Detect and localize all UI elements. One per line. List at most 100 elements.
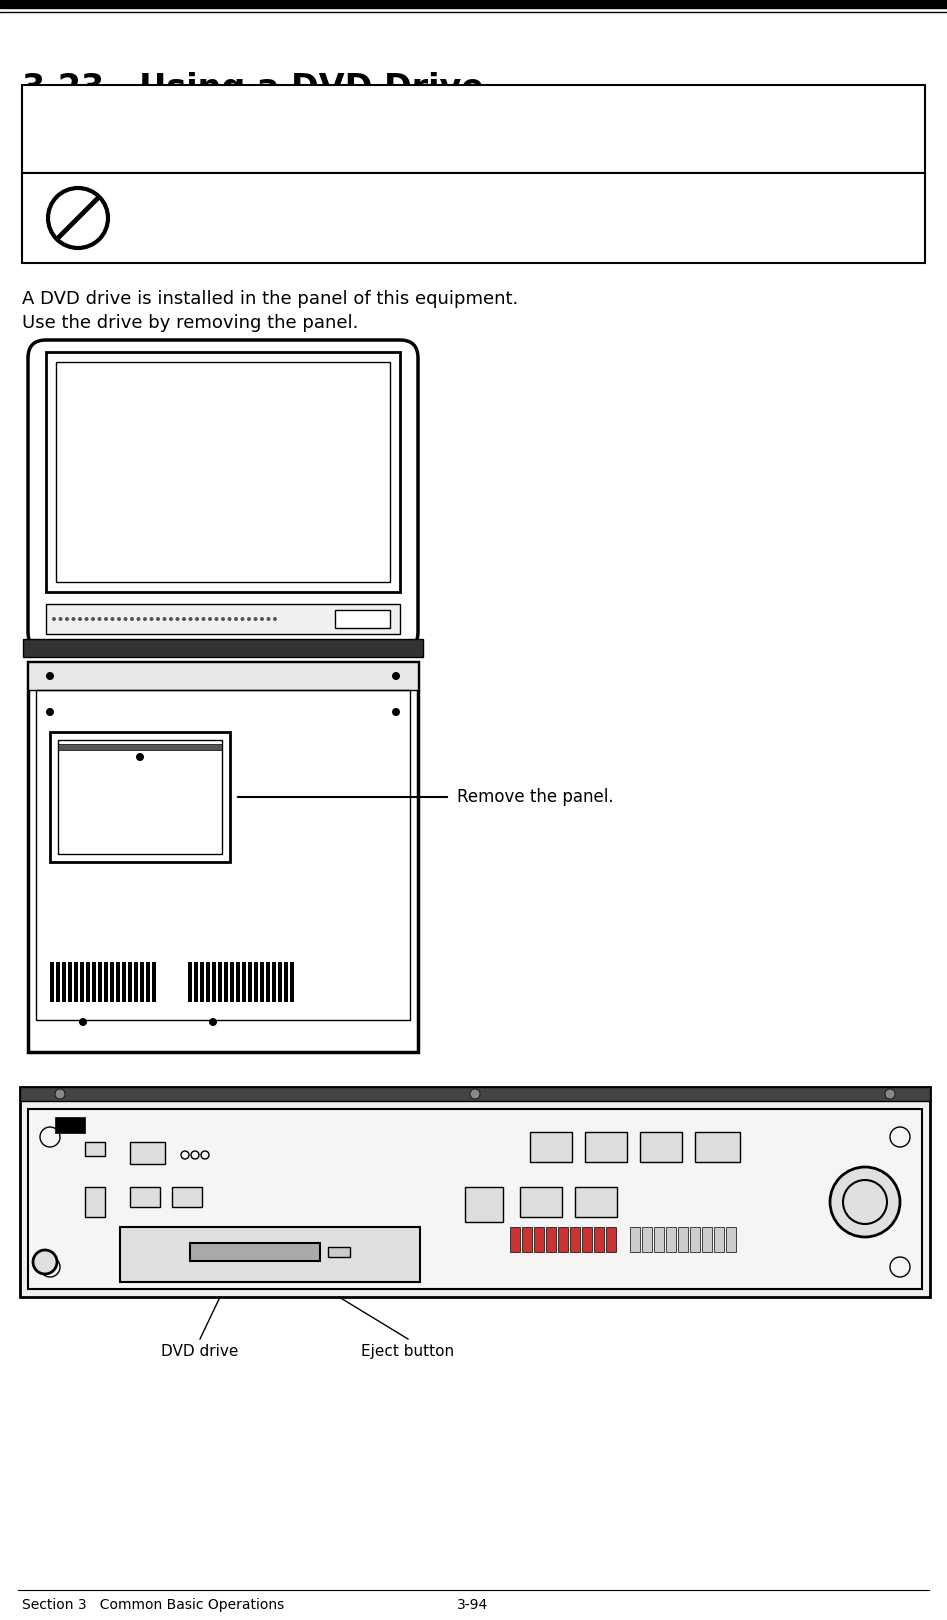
Bar	[86, 962, 90, 1003]
Bar	[290, 962, 294, 1003]
Text: ID: ID	[189, 1129, 200, 1139]
Bar	[28, 663, 418, 690]
Circle shape	[136, 753, 144, 761]
Bar	[134, 962, 138, 1003]
Text: Section 3   Common Basic Operations: Section 3 Common Basic Operations	[22, 1597, 284, 1612]
Circle shape	[130, 617, 134, 620]
Bar	[130, 1142, 165, 1165]
Text: +: +	[892, 1257, 908, 1277]
Bar	[726, 1226, 736, 1252]
Bar	[188, 962, 192, 1003]
Circle shape	[46, 672, 54, 680]
Bar	[236, 962, 240, 1003]
Bar	[56, 962, 60, 1003]
Bar	[206, 962, 210, 1003]
Bar	[465, 1187, 503, 1221]
Circle shape	[247, 617, 251, 620]
Circle shape	[104, 617, 108, 620]
Text: Do not leave the disc in the DVD drive.: Do not leave the disc in the DVD drive.	[128, 201, 480, 219]
Text: +: +	[42, 1128, 59, 1147]
Text: A DVD drive is installed in the panel of this equipment.: A DVD drive is installed in the panel of…	[22, 290, 518, 308]
Bar	[74, 962, 78, 1003]
Text: J4119
LAN3: J4119 LAN3	[544, 1119, 559, 1131]
Bar	[212, 962, 216, 1003]
Bar	[695, 1132, 740, 1162]
Bar	[20, 1087, 930, 1102]
Circle shape	[33, 1251, 57, 1273]
Bar	[128, 962, 132, 1003]
Bar	[630, 1226, 640, 1252]
Text: ⚠CAUTION: ⚠CAUTION	[292, 99, 654, 159]
Bar	[522, 1226, 532, 1252]
Bar	[278, 962, 282, 1003]
Circle shape	[182, 617, 186, 620]
Bar	[200, 962, 204, 1003]
Circle shape	[163, 617, 167, 620]
Text: Eject button: Eject button	[362, 1345, 455, 1359]
Circle shape	[156, 617, 160, 620]
Circle shape	[830, 1166, 900, 1238]
Bar	[50, 962, 54, 1003]
Bar	[510, 1226, 520, 1252]
Bar	[68, 962, 72, 1003]
Text: +: +	[42, 1257, 59, 1277]
Circle shape	[202, 617, 205, 620]
Bar	[116, 962, 120, 1003]
Circle shape	[117, 617, 121, 620]
Bar	[678, 1226, 688, 1252]
Bar	[98, 962, 102, 1003]
Text: J4401
PWR-PSU: J4401 PWR-PSU	[851, 1272, 879, 1281]
FancyBboxPatch shape	[28, 340, 418, 650]
Bar	[642, 1226, 652, 1252]
Text: J4101
DVI-MNU: J4101 DVI-MNU	[134, 1129, 161, 1140]
Bar	[194, 962, 198, 1003]
Text: Malfunctions of the drives may result.: Malfunctions of the drives may result.	[128, 228, 470, 246]
Bar	[640, 1132, 682, 1162]
Bar	[140, 962, 144, 1003]
Bar	[22, 84, 925, 173]
Text: +: +	[892, 1128, 908, 1147]
Circle shape	[885, 1089, 895, 1098]
Circle shape	[215, 617, 219, 620]
Circle shape	[169, 617, 173, 620]
Circle shape	[175, 617, 180, 620]
Circle shape	[91, 617, 95, 620]
Circle shape	[143, 617, 147, 620]
Bar	[58, 740, 222, 854]
Text: JRC: JRC	[63, 1123, 78, 1131]
Bar	[56, 361, 390, 582]
Bar	[254, 962, 258, 1003]
Bar	[654, 1226, 664, 1252]
Bar	[230, 962, 234, 1003]
Circle shape	[72, 617, 76, 620]
Bar	[28, 1110, 922, 1290]
Bar	[46, 352, 400, 591]
Bar	[530, 1132, 572, 1162]
Circle shape	[227, 617, 231, 620]
Circle shape	[150, 617, 153, 620]
Circle shape	[195, 617, 199, 620]
Circle shape	[52, 617, 56, 620]
Bar	[558, 1226, 568, 1252]
Bar	[575, 1187, 617, 1217]
Circle shape	[78, 617, 82, 620]
Bar	[62, 962, 66, 1003]
Bar	[22, 173, 925, 262]
Bar	[36, 690, 410, 1021]
Bar	[85, 1142, 105, 1157]
Circle shape	[266, 617, 271, 620]
Bar	[520, 1187, 562, 1217]
Text: J4201
USB-OPU: J4201 USB-OPU	[583, 1174, 608, 1184]
Circle shape	[136, 617, 140, 620]
Text: J4122
LAN2: J4122 LAN2	[599, 1119, 614, 1131]
Text: J4206
USB1
USBU: J4206 USB1 USBU	[87, 1168, 103, 1184]
Circle shape	[260, 617, 264, 620]
Bar	[714, 1226, 724, 1252]
Bar	[582, 1226, 592, 1252]
Circle shape	[392, 708, 400, 716]
Text: DVD drive: DVD drive	[161, 1345, 239, 1359]
Circle shape	[273, 617, 277, 620]
Text: J4117
LAN1: J4117 LAN1	[653, 1119, 669, 1131]
Circle shape	[241, 617, 244, 620]
Text: Remove the panel.: Remove the panel.	[457, 787, 614, 807]
